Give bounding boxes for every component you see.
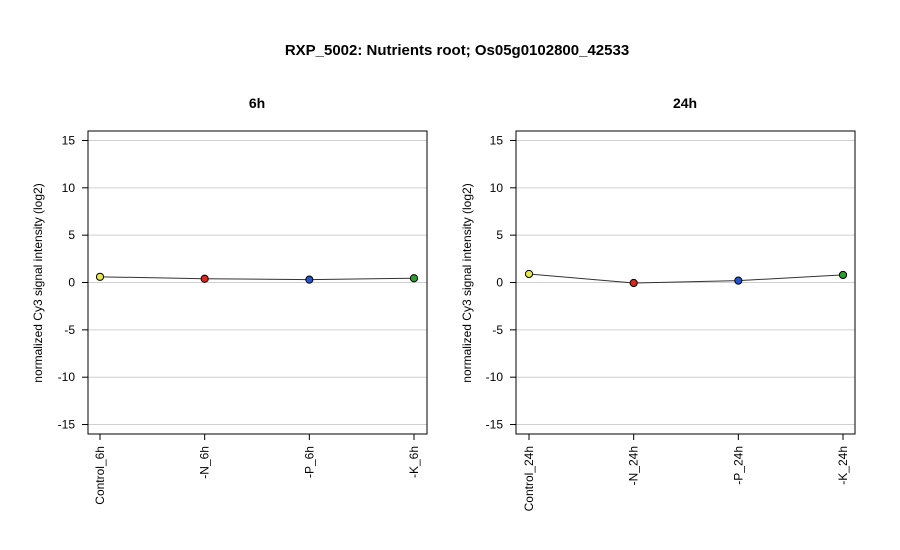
y-tick-label: -10 <box>58 370 76 384</box>
data-point <box>524 269 534 279</box>
panel-title: 24h <box>673 95 697 111</box>
grid-lines <box>88 139 427 426</box>
series-line <box>99 276 415 281</box>
x-tick-label: -P_6h <box>302 446 316 478</box>
data-point <box>95 272 105 281</box>
y-axis-label: normalized Cy3 signal intensity (log2) <box>31 183 45 382</box>
y-tick-label: 10 <box>62 181 76 195</box>
y-tick-label: 5 <box>68 228 75 242</box>
y-tick-label: 0 <box>68 276 75 290</box>
x-tick-label: -N_6h <box>198 446 212 479</box>
data-point <box>838 270 848 280</box>
data-layer <box>524 269 848 288</box>
data-point <box>200 274 209 283</box>
chart-main-title: RXP_5002: Nutrients root; Os05g0102800_4… <box>285 42 629 59</box>
x-axis: Control_6h -N_6h -P_6h -K_6h <box>93 434 421 505</box>
x-tick-label: -P_24h <box>731 446 745 485</box>
y-tick-label: -5 <box>64 323 75 337</box>
x-tick-label: Control_24h <box>522 446 536 511</box>
plot-frame <box>515 130 856 435</box>
plot-frame <box>87 130 428 435</box>
y-tick-label: -15 <box>486 418 504 432</box>
y-tick-label: 15 <box>62 133 76 147</box>
data-point <box>409 274 419 283</box>
x-axis: Control_24h -N_24h -P_24h -K_24h <box>522 434 850 511</box>
y-tick-label: 10 <box>490 181 504 195</box>
y-tick-label: -15 <box>58 418 76 432</box>
y-tick-label: -10 <box>486 370 504 384</box>
panel-title: 6h <box>249 95 265 111</box>
x-tick-label: -K_24h <box>836 446 850 485</box>
y-axis-label: normalized Cy3 signal intensity (log2) <box>460 183 474 382</box>
y-axis: -15 -10 -5 0 5 10 15 <box>486 133 516 432</box>
y-tick-label: 5 <box>496 228 503 242</box>
y-tick-label: 0 <box>496 276 503 290</box>
data-point <box>305 275 314 284</box>
x-tick-label: Control_6h <box>93 446 107 505</box>
data-layer <box>95 272 419 284</box>
data-point <box>734 276 743 285</box>
y-axis: -15 -10 -5 0 5 10 15 <box>58 133 88 432</box>
y-tick-label: 15 <box>490 133 504 147</box>
y-tick-label: -5 <box>492 323 503 337</box>
x-tick-label: -K_6h <box>407 446 421 478</box>
panel-24h: 24h normalized Cy3 signal intensity (log… <box>460 95 856 511</box>
grid-lines <box>516 139 855 426</box>
x-tick-label: -N_24h <box>627 446 641 485</box>
data-point <box>629 278 638 288</box>
panel-6h: 6h normalized Cy3 signal intensity (log2… <box>31 95 428 505</box>
series-line <box>528 273 844 284</box>
